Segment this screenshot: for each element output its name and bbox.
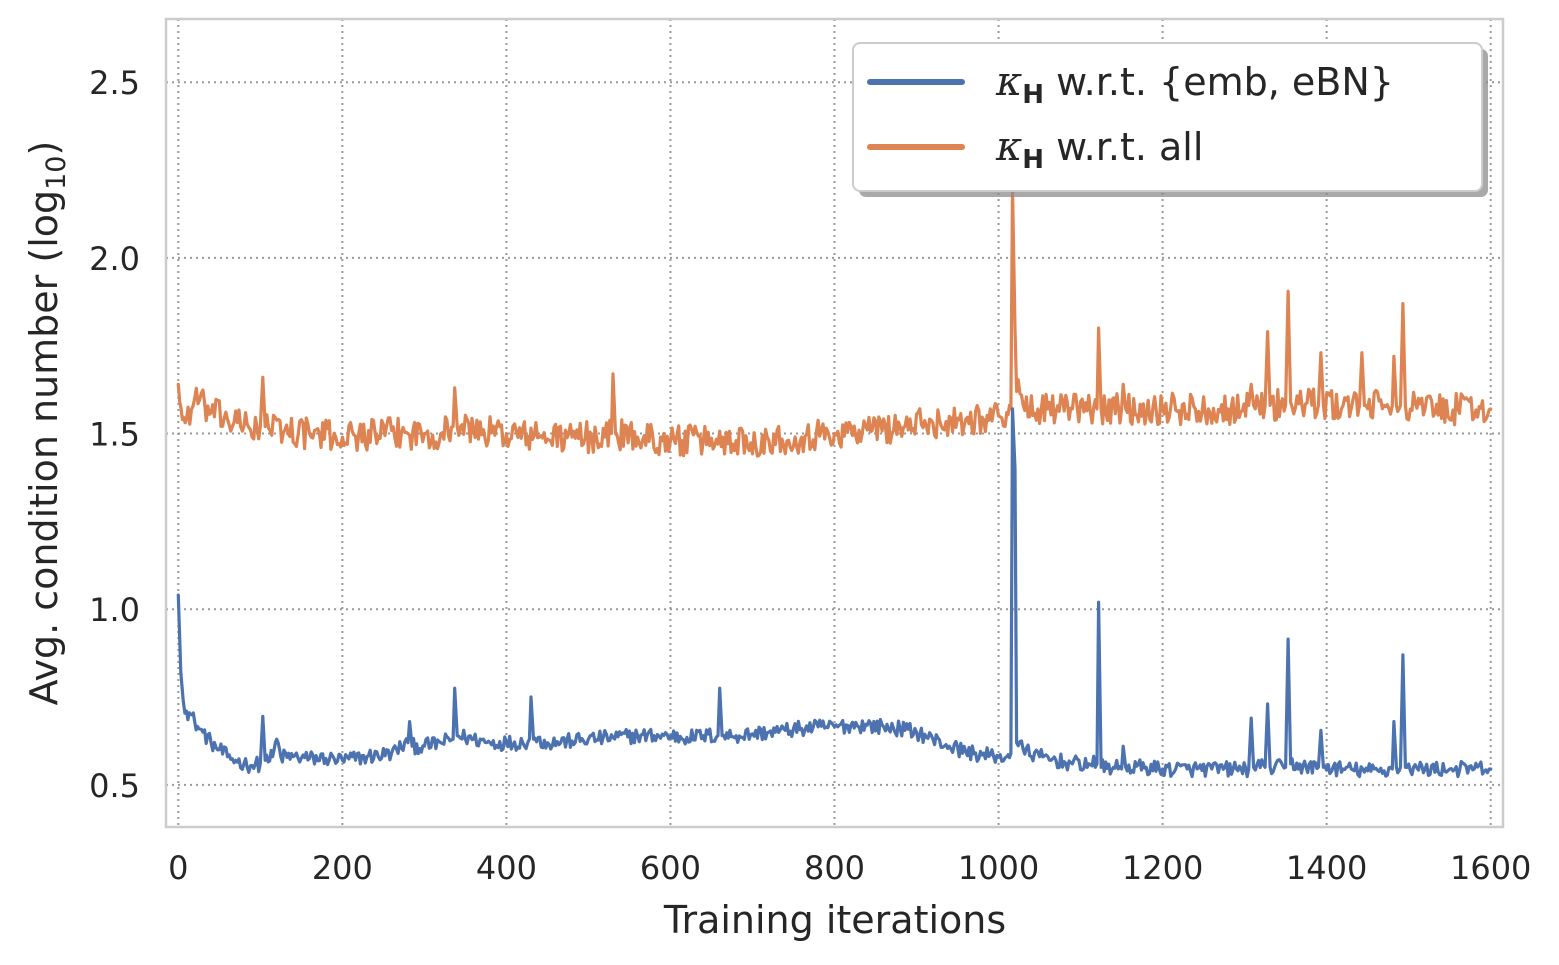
- legend-text: w.r.t. all: [1044, 125, 1203, 169]
- x-tick-label: 0: [168, 849, 188, 887]
- legend-box: [852, 42, 1483, 192]
- plot-frame: [164, 17, 1505, 829]
- series-line-all: [176, 186, 1493, 458]
- legend-kappa-subscript: H: [1022, 80, 1044, 110]
- y-axis-label-main: Avg. condition number (log: [22, 190, 66, 705]
- x-tick-label: 1600: [1450, 849, 1531, 887]
- legend-kappa: κ: [995, 59, 1022, 105]
- y-tick-labels: 0.5 1.0 1.5 2.0 2.5: [89, 64, 140, 805]
- x-tick-label: 1000: [958, 849, 1039, 887]
- x-tick-label: 400: [476, 849, 537, 887]
- x-axis-label: Training iterations: [663, 898, 1006, 942]
- x-tick-label: 1200: [1122, 849, 1203, 887]
- series-layer: [176, 186, 1493, 779]
- legend-label-emb-ebn: κH w.r.t. {emb, eBN}: [995, 59, 1394, 110]
- x-tick-labels: 0 200 400 600 800 1000 1200 1400 1600: [168, 849, 1531, 887]
- legend-text: w.r.t. {emb, eBN}: [1044, 60, 1394, 104]
- y-axis-label-close: ): [22, 141, 66, 156]
- legend: κH w.r.t. {emb, eBN} κH w.r.t. all: [852, 42, 1488, 197]
- legend-label-all: κH w.r.t. all: [995, 124, 1203, 175]
- y-tick-label: 2.0: [89, 240, 140, 278]
- x-tick-label: 1400: [1286, 849, 1367, 887]
- x-tick-label: 800: [804, 849, 865, 887]
- y-axis-label: Avg. condition number (log10): [22, 141, 72, 706]
- y-tick-label: 1.5: [89, 416, 140, 454]
- legend-kappa: κ: [995, 124, 1022, 170]
- y-axis-label-subscript: 10: [41, 156, 72, 190]
- series-line-emb-ebn: [176, 407, 1493, 779]
- y-tick-label: 2.5: [89, 64, 140, 102]
- grid: [166, 19, 1503, 827]
- y-tick-label: 0.5: [89, 767, 140, 805]
- legend-kappa-subscript: H: [1022, 145, 1044, 175]
- y-tick-label: 1.0: [89, 591, 140, 629]
- x-tick-label: 200: [312, 849, 373, 887]
- x-tick-label: 600: [640, 849, 701, 887]
